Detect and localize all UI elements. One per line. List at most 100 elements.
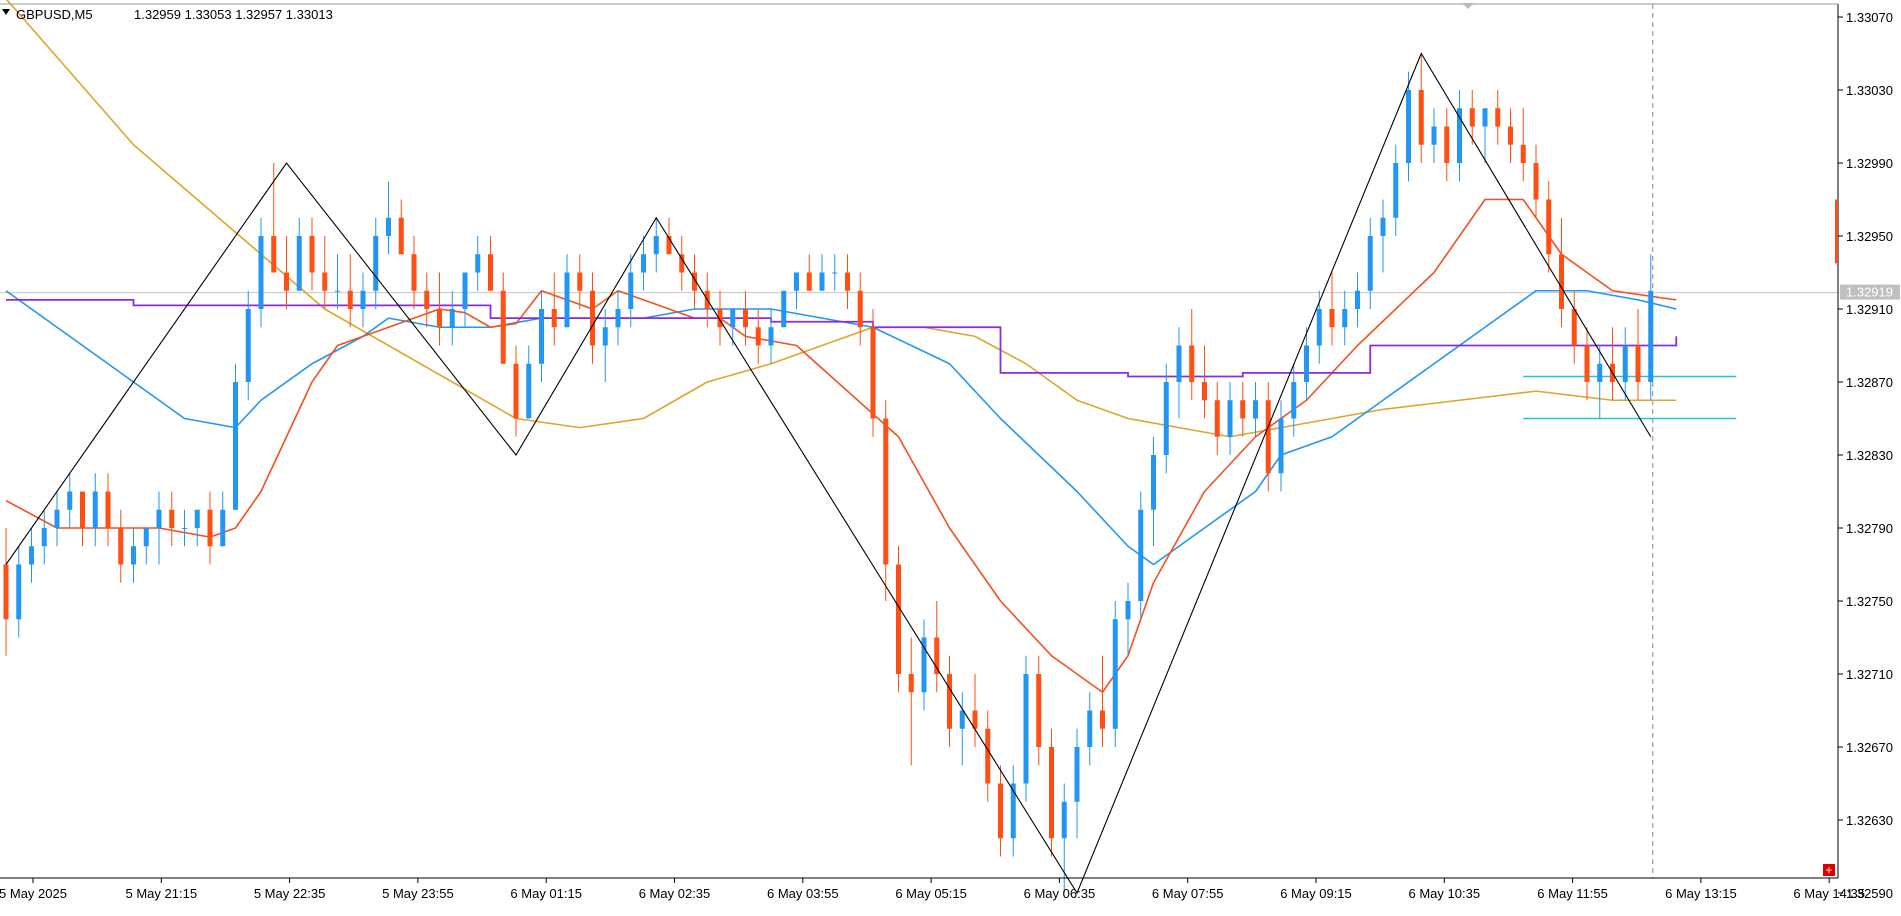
candle[interactable]	[245, 290, 251, 401]
candle[interactable]	[1304, 327, 1309, 401]
candle[interactable]	[985, 710, 991, 802]
candle[interactable]	[743, 290, 748, 346]
candle[interactable]	[564, 254, 570, 328]
candle[interactable]	[386, 181, 391, 255]
candle[interactable]	[755, 309, 761, 364]
candle[interactable]	[360, 272, 366, 328]
candle[interactable]	[1533, 144, 1539, 218]
candle[interactable]	[80, 491, 85, 547]
candle[interactable]	[870, 309, 876, 437]
candle[interactable]	[449, 290, 455, 346]
candle[interactable]	[730, 309, 736, 346]
candle[interactable]	[220, 491, 226, 547]
candle[interactable]	[1648, 254, 1654, 401]
candle[interactable]	[92, 473, 98, 547]
candle[interactable]	[513, 345, 519, 437]
add-indicator-icon[interactable]	[1823, 864, 1835, 876]
candle[interactable]	[1520, 108, 1526, 182]
candle[interactable]	[1138, 491, 1144, 620]
candle[interactable]	[424, 272, 430, 328]
candle[interactable]	[169, 491, 175, 547]
shift-marker-icon[interactable]	[1462, 3, 1474, 9]
candle[interactable]	[1597, 345, 1603, 419]
candle[interactable]	[1469, 90, 1475, 145]
candle[interactable]	[832, 254, 838, 291]
candle[interactable]	[934, 601, 940, 693]
candle[interactable]	[1163, 363, 1169, 474]
candle[interactable]	[398, 199, 404, 255]
candle[interactable]	[322, 236, 328, 309]
candle[interactable]	[679, 236, 685, 291]
candle[interactable]	[1151, 436, 1156, 547]
candle[interactable]	[1508, 108, 1513, 163]
candle[interactable]	[1291, 363, 1297, 437]
candle[interactable]	[41, 509, 47, 565]
candle[interactable]	[233, 363, 238, 510]
candle[interactable]	[1355, 272, 1360, 328]
candle[interactable]	[1329, 272, 1335, 346]
candle[interactable]	[998, 765, 1003, 857]
candle[interactable]	[857, 272, 863, 346]
candle[interactable]	[717, 290, 723, 346]
candle[interactable]	[1635, 309, 1641, 401]
candle[interactable]	[1240, 382, 1246, 437]
candle[interactable]	[1431, 108, 1437, 163]
candle[interactable]	[1214, 382, 1220, 455]
candle[interactable]	[1622, 327, 1628, 401]
candle[interactable]	[16, 546, 22, 638]
candle[interactable]	[1482, 108, 1488, 163]
candle[interactable]	[1495, 90, 1501, 145]
zigzag-line[interactable]	[5, 52, 1652, 895]
candle[interactable]	[1010, 765, 1016, 857]
candle[interactable]	[143, 528, 149, 565]
candle[interactable]	[1406, 71, 1411, 182]
candle[interactable]	[959, 692, 965, 766]
candle[interactable]	[284, 236, 289, 309]
candle[interactable]	[1061, 783, 1067, 894]
candle[interactable]	[577, 254, 583, 309]
candle[interactable]	[1367, 217, 1373, 309]
candle[interactable]	[1444, 108, 1450, 182]
candle[interactable]	[1074, 728, 1080, 839]
candle[interactable]	[488, 236, 493, 291]
candle[interactable]	[500, 272, 506, 364]
candle[interactable]	[1036, 655, 1042, 766]
candle[interactable]	[194, 509, 200, 547]
candle[interactable]	[551, 272, 557, 346]
candle[interactable]	[67, 473, 73, 528]
candle[interactable]	[1380, 199, 1386, 273]
candle[interactable]	[781, 290, 787, 328]
candle[interactable]	[54, 491, 60, 547]
chart-menu-triangle-icon[interactable]	[2, 9, 10, 15]
candle[interactable]	[258, 217, 264, 328]
candle[interactable]	[105, 473, 111, 547]
candle[interactable]	[118, 509, 124, 583]
candle[interactable]	[475, 236, 481, 291]
candle[interactable]	[309, 217, 315, 291]
candle[interactable]	[947, 655, 952, 747]
candle[interactable]	[1023, 655, 1029, 802]
candle[interactable]	[1100, 655, 1105, 747]
candle[interactable]	[628, 254, 634, 328]
candle[interactable]	[1112, 601, 1118, 747]
candle[interactable]	[972, 674, 978, 747]
candle[interactable]	[1202, 345, 1207, 419]
candle[interactable]	[1571, 290, 1577, 364]
candle[interactable]	[3, 528, 9, 656]
candle[interactable]	[692, 254, 697, 309]
candle[interactable]	[1049, 728, 1054, 857]
candle[interactable]	[641, 236, 646, 291]
candle[interactable]	[1189, 309, 1195, 401]
candle[interactable]	[819, 254, 825, 291]
candle[interactable]	[156, 491, 162, 565]
candle[interactable]	[896, 546, 901, 693]
candle[interactable]	[806, 254, 812, 291]
candle[interactable]	[908, 637, 914, 766]
candle[interactable]	[1393, 144, 1399, 236]
candle[interactable]	[1253, 382, 1258, 437]
candle[interactable]	[883, 400, 889, 601]
candle[interactable]	[1418, 53, 1424, 164]
candle[interactable]	[207, 491, 213, 565]
